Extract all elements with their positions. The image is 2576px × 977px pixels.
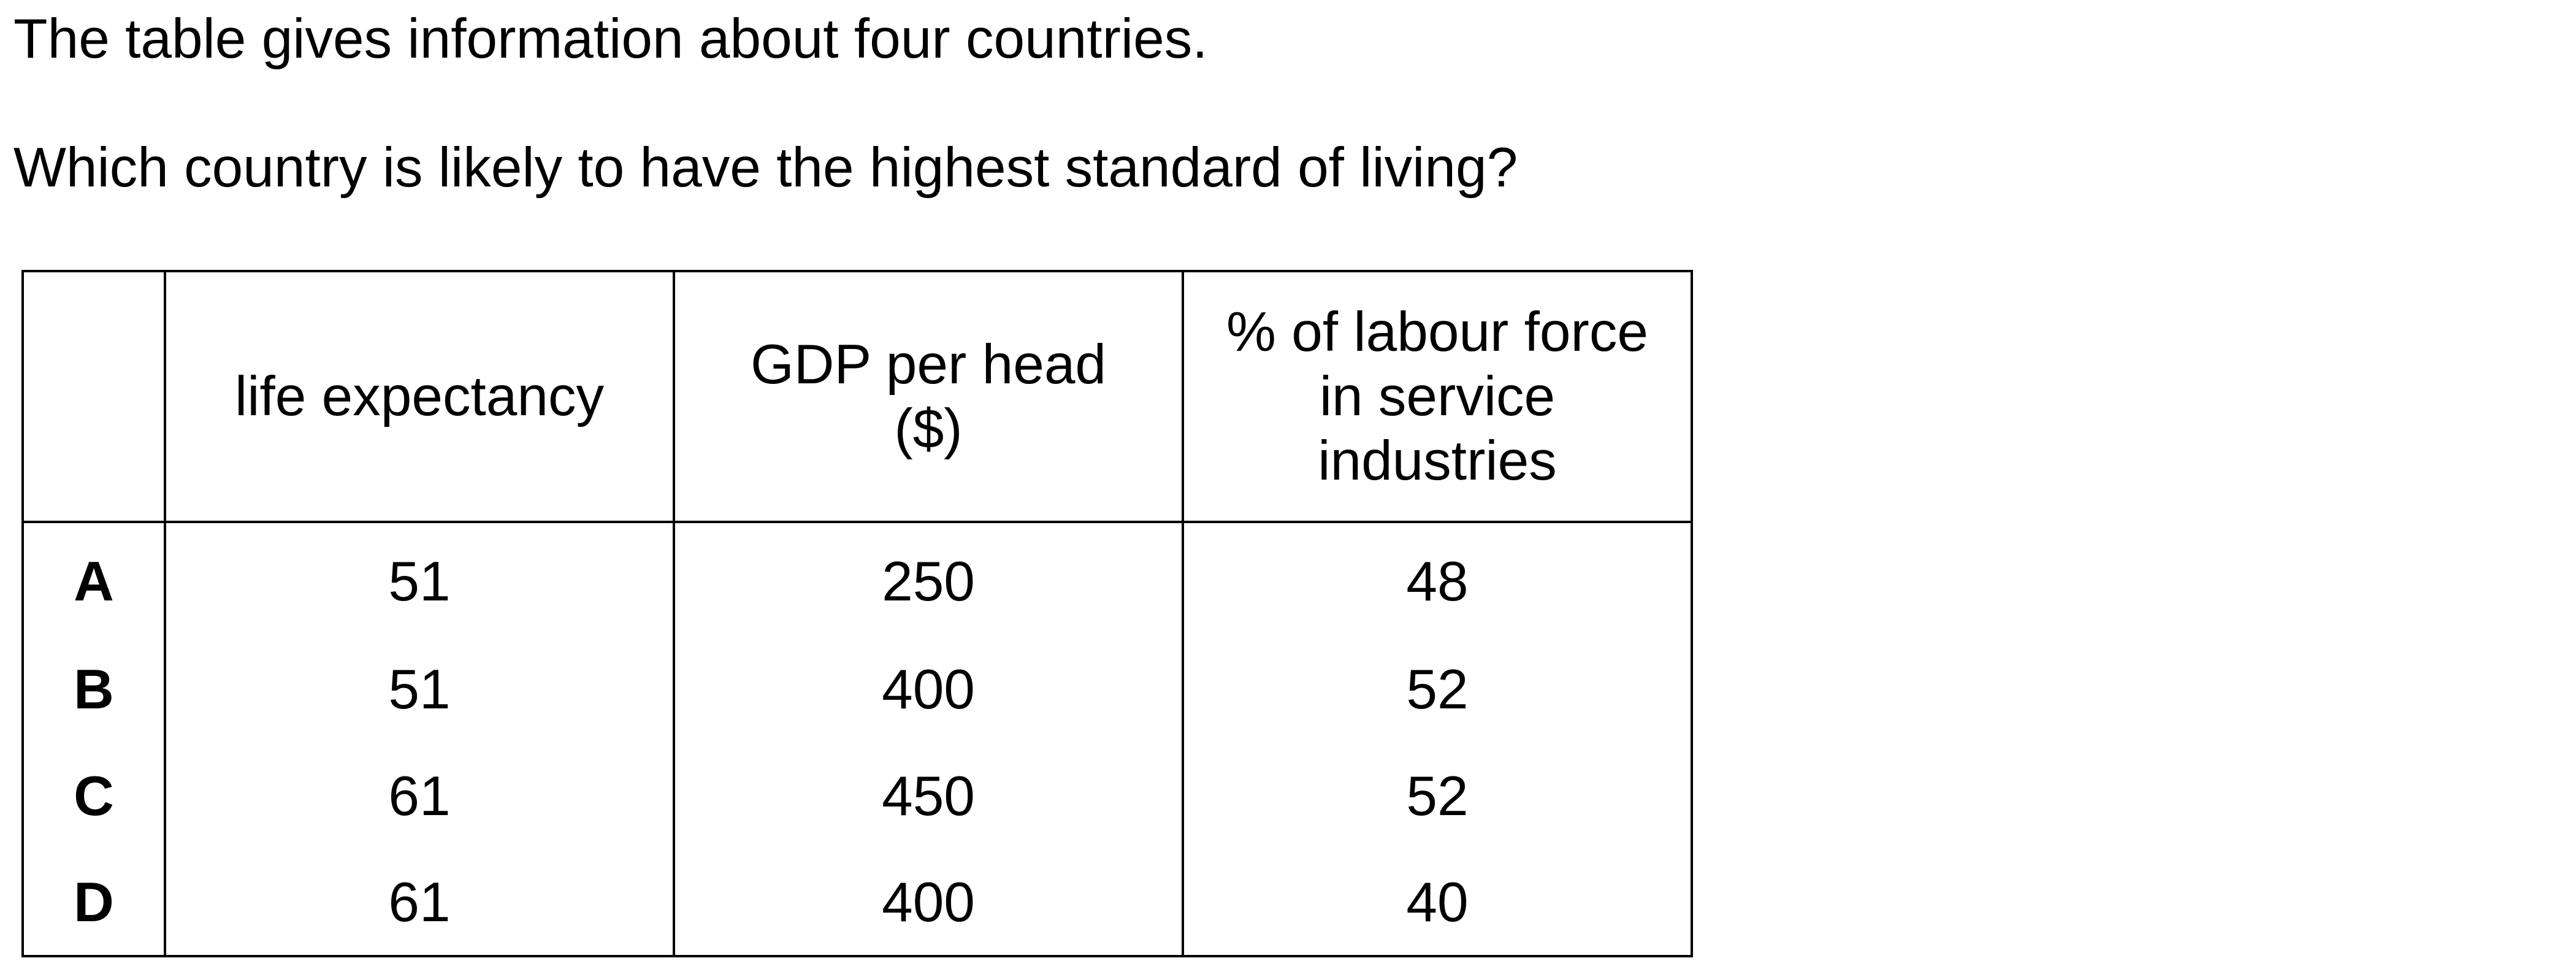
header-gdp-per-head: GDP per head ($) [673,270,1184,523]
row-label-d: D [21,849,166,957]
cell-gdp-per-head: 400 [673,849,1184,957]
cell-gdp-per-head: 450 [673,743,1184,849]
header-row: life expectancy GDP per head ($) % of la… [21,270,1693,523]
table-row: A 51 250 48 [21,522,1693,636]
header-labour-force-services-label: % of labour force in service industries [1226,301,1648,492]
header-blank-cell [21,270,166,523]
cell-life-expectancy: 61 [164,743,675,849]
cell-labour-force-services: 48 [1182,522,1693,636]
countries-table: life expectancy GDP per head ($) % of la… [21,270,1693,957]
row-label-b: B [21,636,166,743]
cell-labour-force-services: 52 [1182,743,1693,849]
cell-labour-force-services: 40 [1182,849,1693,957]
cell-life-expectancy: 51 [164,522,675,636]
row-label-a: A [21,522,166,636]
header-labour-force-services: % of labour force in service industries [1182,270,1693,523]
header-life-expectancy: life expectancy [164,270,675,523]
cell-gdp-per-head: 250 [673,522,1184,636]
question-prompt: Which country is likely to have the high… [13,137,1518,199]
question-intro: The table gives information about four c… [13,8,1208,70]
cell-gdp-per-head: 400 [673,636,1184,743]
cell-labour-force-services: 52 [1182,636,1693,743]
cell-life-expectancy: 51 [164,636,675,743]
header-life-expectancy-label: life expectancy [235,366,604,427]
table-row: C 61 450 52 [21,743,1693,849]
cell-life-expectancy: 61 [164,849,675,957]
row-label-c: C [21,743,166,849]
table-row: D 61 400 40 [21,849,1693,957]
header-gdp-per-head-label: GDP per head ($) [750,333,1107,460]
table-row: B 51 400 52 [21,636,1693,743]
